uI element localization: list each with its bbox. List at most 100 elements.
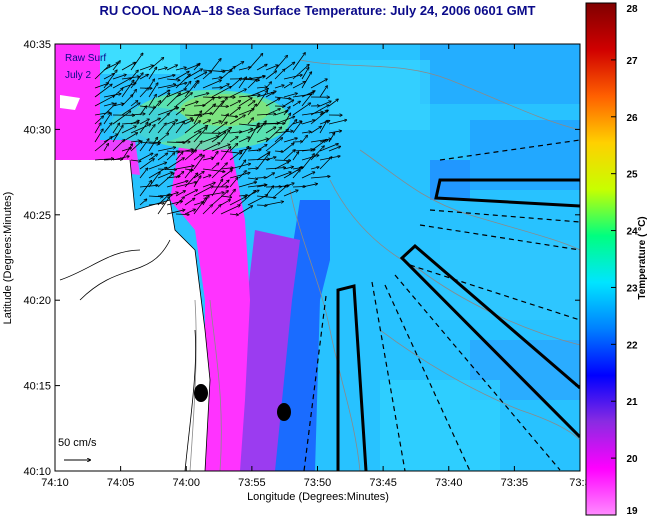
current-vector — [256, 76, 265, 80]
current-vector — [175, 122, 184, 134]
current-vector — [283, 167, 293, 170]
current-vector — [301, 112, 323, 116]
current-vector — [229, 151, 242, 161]
x-tick-label: 74:00 — [172, 477, 200, 489]
current-vector — [184, 82, 191, 89]
current-vector — [238, 123, 259, 126]
current-vector — [283, 75, 302, 80]
current-vector — [112, 126, 123, 143]
current-vector — [193, 128, 207, 143]
current-vector — [274, 85, 284, 89]
current-vector — [202, 71, 211, 80]
current-vector — [175, 74, 190, 89]
current-vector — [193, 111, 201, 125]
current-vector — [229, 197, 246, 206]
current-vector — [184, 190, 197, 197]
current-vector — [148, 196, 163, 197]
current-vector — [202, 143, 220, 152]
current-vector — [121, 95, 133, 107]
current-vector — [193, 93, 209, 98]
current-vector — [247, 195, 267, 206]
current-vector — [139, 141, 159, 144]
colorbar-gradient — [585, 2, 617, 516]
x-tick-label: 73:3 — [569, 477, 590, 489]
current-vector — [130, 101, 138, 107]
current-vector — [238, 95, 260, 98]
current-vector — [184, 131, 201, 143]
current-vector — [148, 172, 160, 188]
current-vector — [175, 197, 184, 206]
current-vector — [193, 154, 202, 161]
current-vector — [256, 139, 268, 143]
current-vector — [193, 176, 201, 188]
current-vector — [121, 80, 134, 98]
current-vector — [193, 113, 212, 116]
current-vector — [256, 145, 267, 152]
current-vector — [247, 54, 263, 71]
current-vector — [247, 80, 257, 89]
current-vector — [139, 139, 149, 152]
current-vector — [229, 107, 240, 116]
current-vector — [229, 190, 235, 197]
transect-boxes — [336, 178, 580, 471]
current-vector — [265, 157, 276, 161]
current-vector — [247, 168, 258, 169]
current-vector — [256, 185, 267, 188]
current-vector — [166, 79, 180, 80]
current-vector — [130, 53, 143, 71]
current-vector — [157, 123, 166, 134]
current-vector — [193, 186, 213, 197]
current-vector — [301, 120, 315, 125]
current-vector — [301, 155, 319, 161]
current-vector — [211, 145, 230, 152]
current-vector — [193, 72, 206, 80]
current-vector — [247, 159, 269, 160]
current-vector — [238, 206, 252, 215]
current-vector — [310, 167, 319, 170]
current-vector — [220, 180, 229, 188]
current-vector — [238, 182, 256, 188]
current-vector — [166, 93, 180, 107]
current-vector — [310, 146, 324, 161]
current-vector — [211, 122, 227, 134]
current-vector — [283, 143, 294, 152]
current-vector — [94, 159, 113, 161]
colorbar-tick-label: 19 — [626, 506, 638, 517]
current-vector — [301, 136, 307, 143]
current-vector — [112, 140, 124, 152]
current-vector — [103, 74, 114, 80]
colorbar-ticks: 28 27 26 25 24 23 22 21 20 19 — [611, 2, 638, 517]
current-vector — [166, 181, 188, 188]
colorbar-tick-label: 20 — [626, 454, 638, 465]
current-vector — [265, 202, 283, 206]
current-vector — [130, 73, 143, 89]
current-vector — [238, 147, 249, 161]
current-vector — [175, 68, 186, 71]
bathymetry-contours — [189, 59, 580, 471]
current-vector — [292, 82, 305, 89]
current-vector — [103, 103, 114, 107]
y-tick-label: 40:30 — [23, 124, 51, 136]
current-vector — [130, 70, 138, 80]
current-vector — [319, 86, 327, 98]
x-axis: 74:10 74:05 74:00 73:55 73:50 73:45 73:40 73:35… — [41, 44, 591, 489]
current-vector — [256, 121, 266, 134]
current-vector — [220, 114, 237, 117]
current-vector — [220, 205, 240, 215]
current-vector — [211, 77, 222, 80]
current-vector — [184, 65, 199, 71]
current-vector — [310, 79, 327, 89]
x-tick-label: 73:35 — [501, 477, 529, 489]
current-vector — [184, 102, 198, 107]
current-vector — [121, 126, 136, 134]
current-vector — [265, 98, 280, 107]
current-vector — [148, 95, 156, 107]
current-vector — [211, 101, 223, 116]
current-vector — [301, 92, 313, 107]
current-vector — [94, 129, 103, 143]
current-vector — [139, 181, 151, 197]
current-vector — [301, 68, 309, 80]
current-vector — [274, 131, 293, 134]
current-vector — [265, 93, 274, 98]
current-vector — [148, 163, 166, 170]
